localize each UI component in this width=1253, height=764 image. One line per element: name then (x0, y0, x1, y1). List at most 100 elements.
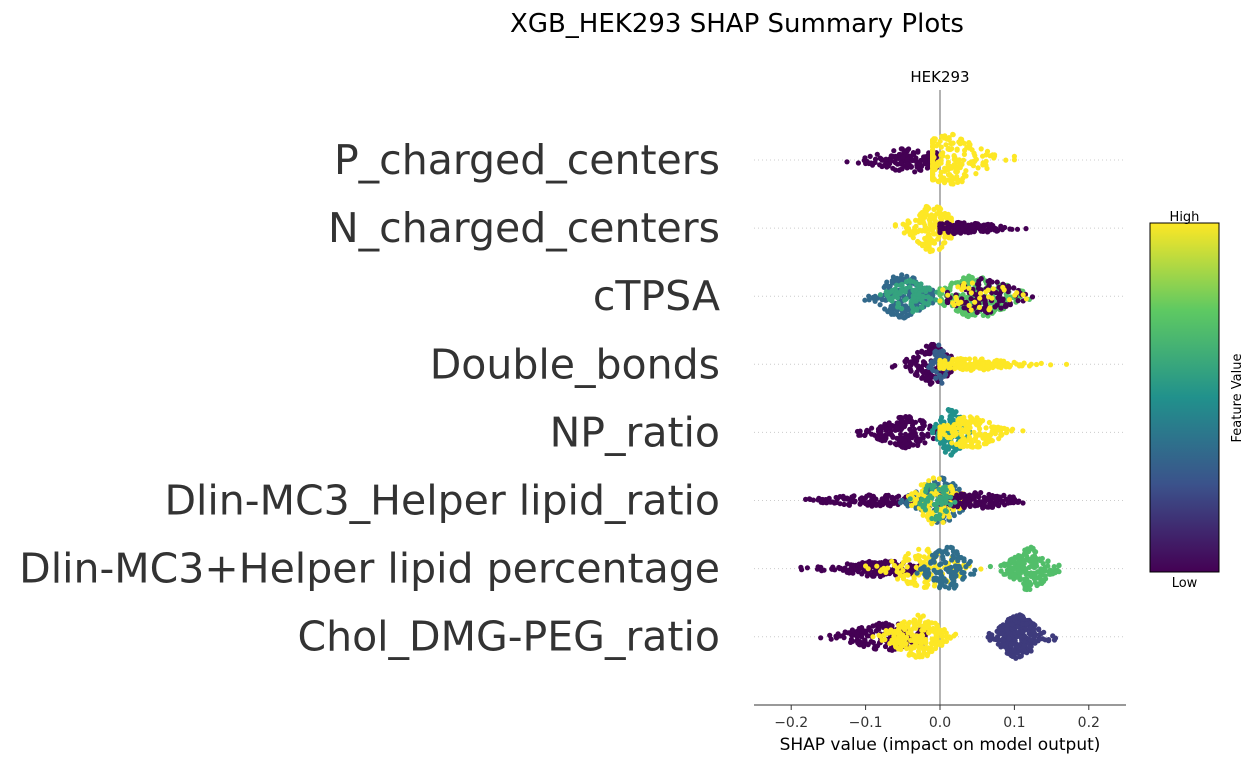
data-point (858, 500, 864, 506)
data-point (943, 500, 949, 506)
data-point (919, 349, 925, 355)
data-point (904, 165, 910, 171)
data-point (979, 356, 985, 362)
data-point (900, 444, 906, 450)
data-point (969, 280, 976, 286)
data-point (903, 641, 909, 647)
colorbar-high-label: High (1170, 210, 1200, 225)
data-point (974, 309, 980, 315)
data-point (868, 431, 875, 437)
data-point (972, 567, 978, 573)
data-point (911, 645, 917, 651)
data-point (998, 224, 1004, 230)
data-point (1015, 629, 1022, 636)
data-point (981, 501, 987, 507)
data-point (958, 427, 964, 433)
data-point (999, 631, 1005, 637)
data-point (931, 567, 937, 573)
data-point (978, 490, 984, 496)
data-point (927, 222, 934, 228)
data-point (908, 368, 914, 374)
x-tick-label: −0.2 (774, 715, 808, 731)
data-point (930, 150, 936, 156)
data-point (850, 562, 856, 568)
data-point (978, 432, 984, 438)
feature-label: Double_bonds (430, 340, 720, 388)
data-point (910, 625, 917, 631)
feature-row-points (889, 341, 1070, 387)
data-point (938, 206, 944, 212)
data-point (867, 153, 873, 159)
data-point (1031, 576, 1037, 582)
data-point (863, 563, 869, 569)
data-point (1006, 285, 1012, 291)
data-point (873, 496, 879, 502)
data-point (899, 306, 905, 312)
data-point (931, 575, 937, 582)
data-point (932, 424, 938, 430)
data-point (976, 223, 982, 229)
data-point (987, 563, 994, 570)
data-point (975, 444, 981, 450)
data-point (921, 554, 927, 560)
data-point (877, 302, 883, 308)
data-point (920, 241, 926, 247)
data-point (980, 505, 986, 511)
data-point (1007, 494, 1013, 500)
data-point (965, 493, 971, 499)
data-point (1027, 586, 1033, 593)
data-point (895, 646, 901, 652)
data-point (873, 502, 879, 508)
data-point (895, 576, 901, 582)
data-point (1038, 360, 1044, 366)
data-point (968, 444, 974, 450)
data-point (873, 628, 879, 634)
data-point (1045, 638, 1052, 644)
data-point (921, 294, 927, 300)
data-point (881, 162, 888, 168)
data-point (978, 290, 984, 296)
data-point (996, 637, 1002, 643)
data-point (924, 514, 931, 520)
data-point (951, 555, 957, 561)
data-point (903, 635, 909, 642)
data-point (868, 628, 874, 634)
data-point (910, 309, 916, 315)
data-point (965, 313, 971, 320)
data-point (908, 302, 915, 308)
data-point (915, 238, 921, 245)
data-point (862, 155, 868, 161)
data-point (1051, 637, 1058, 643)
data-point (938, 571, 944, 577)
data-point (960, 576, 966, 582)
data-point (898, 160, 904, 166)
data-point (942, 165, 948, 171)
data-point (916, 425, 923, 432)
data-point (894, 311, 901, 318)
x-tick-label: 0.1 (1003, 715, 1025, 731)
data-point (920, 421, 926, 427)
x-tick-label: 0.0 (929, 715, 951, 731)
data-point (850, 570, 856, 576)
data-point (933, 369, 939, 375)
data-point (866, 293, 872, 299)
data-point (937, 435, 943, 441)
data-point (922, 501, 928, 508)
data-point (937, 358, 943, 364)
data-point (907, 232, 913, 238)
feature-label: N_charged_centers (328, 204, 720, 252)
data-point (1017, 634, 1023, 640)
feature-label: Dlin-MC3+Helper lipid percentage (19, 545, 720, 593)
data-point (1023, 627, 1029, 633)
data-point (878, 156, 884, 162)
data-point (859, 628, 865, 634)
data-point (1028, 624, 1034, 630)
data-point (828, 636, 834, 642)
data-point (905, 147, 911, 153)
data-point (1033, 361, 1040, 368)
data-point (968, 502, 974, 508)
data-point (908, 359, 914, 365)
data-point (923, 488, 929, 495)
data-point (883, 569, 889, 576)
data-point (937, 138, 943, 144)
